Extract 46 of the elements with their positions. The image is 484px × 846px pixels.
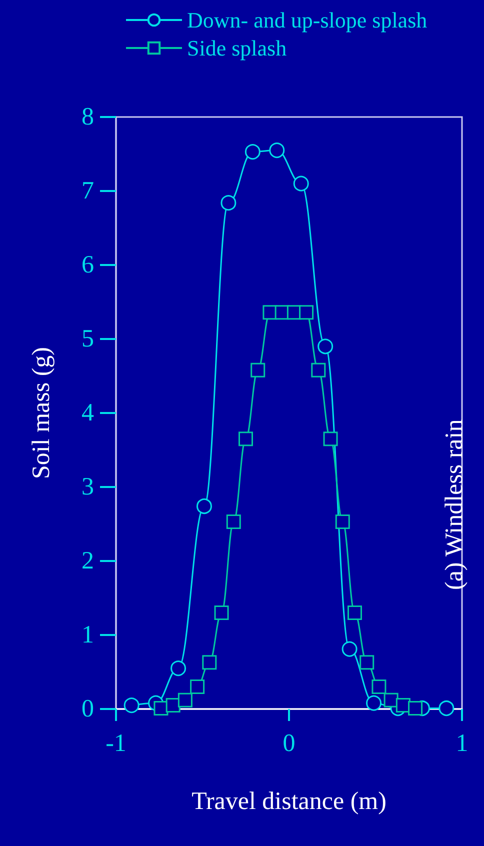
legend-label: Down- and up-slope splash [187, 8, 428, 32]
point [220, 195, 236, 211]
point [384, 692, 398, 708]
point [323, 432, 338, 446]
y-tick-label: 8 [82, 104, 94, 130]
point [124, 698, 140, 714]
x-tick-label: 1 [456, 730, 468, 757]
annotation: (a) Windless rain [441, 418, 468, 590]
y-tick-label: 2 [82, 548, 94, 574]
y-tick-label: 7 [82, 178, 94, 204]
point [366, 695, 382, 711]
point [250, 362, 266, 378]
point [196, 498, 212, 514]
y-tick-label: 4 [82, 400, 94, 426]
point [202, 655, 217, 670]
point [438, 700, 454, 716]
y-tick-label: 1 [82, 622, 94, 648]
point [154, 701, 168, 716]
point [408, 701, 423, 716]
y-tick-label: 6 [82, 252, 94, 278]
y-tick-label: 0 [82, 696, 94, 722]
x-tick-label: -1 [106, 730, 126, 757]
point [269, 142, 285, 158]
point [238, 432, 253, 446]
y-tick-label: 3 [82, 474, 94, 500]
x-tick-label: 0 [282, 730, 296, 757]
point [372, 680, 386, 694]
point [170, 660, 186, 676]
point [360, 655, 374, 670]
point [299, 305, 314, 320]
point [178, 692, 192, 708]
point [311, 362, 326, 378]
point [166, 698, 180, 713]
point [318, 338, 334, 354]
point [214, 606, 229, 620]
point [244, 144, 260, 160]
point [190, 680, 205, 694]
y-tick-label: 5 [82, 326, 94, 352]
x-axis-title: Travel distance (m) [192, 788, 386, 815]
point [335, 514, 350, 530]
point [293, 176, 309, 192]
point [226, 514, 241, 530]
legend-label: Side splash [187, 36, 287, 60]
point [342, 641, 358, 657]
y-axis-title: Soil mass (g) [28, 347, 55, 479]
point [347, 606, 362, 620]
